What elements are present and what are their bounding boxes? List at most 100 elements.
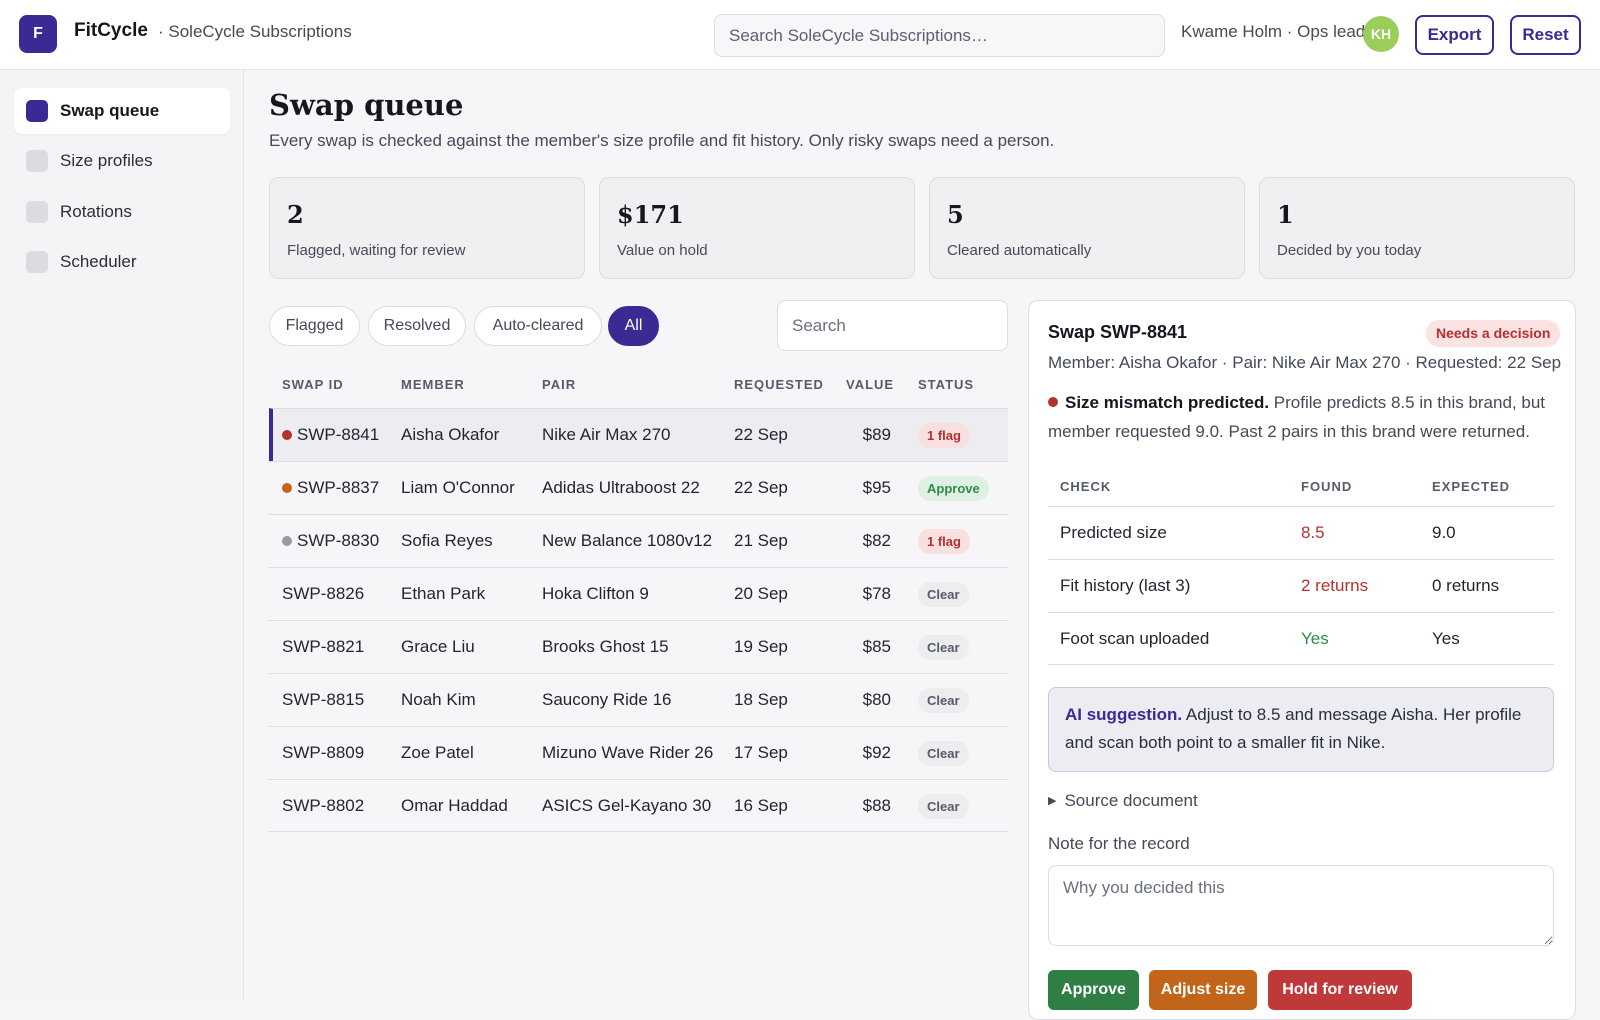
approve-button[interactable]: Approve [1048, 970, 1139, 1010]
filter-resolved[interactable]: Resolved [368, 306, 466, 346]
app-name: FitCycle [74, 20, 148, 41]
detail-title: Swap SWP-8841 [1048, 322, 1188, 342]
check-row: Fit history (last 3) 2 returns 0 returns [1048, 559, 1554, 612]
table-row[interactable]: SWP-8837 Liam O'Connor Adidas Ultraboost 2… [269, 461, 1008, 514]
priority-dot-icon [282, 483, 292, 493]
cell-pair: Mizuno Wave Rider 26 [542, 743, 714, 762]
check-row: Foot scan uploaded Yes Yes [1048, 612, 1554, 665]
stat-value: $171 [617, 200, 684, 229]
status-badge: 1 flag [918, 529, 970, 554]
status-badge: Clear [918, 635, 969, 660]
table-row[interactable]: SWP-8830 Sofia Reyes New Balance 1080v12 21… [269, 514, 1008, 567]
ai-suggestion-title: AI suggestion. [1065, 705, 1183, 724]
cell-requested: 18 Sep [734, 690, 788, 709]
ai-suggestion: AI suggestion. Adjust to 8.5 and message… [1048, 687, 1554, 772]
global-search-input[interactable] [714, 14, 1165, 57]
hold-for-review-button[interactable]: Hold for review [1268, 970, 1412, 1010]
cell-requested: 22 Sep [734, 425, 788, 444]
table-row[interactable]: SWP-8802 Omar Haddad ASICS Gel-Kayano 30 16… [269, 779, 1008, 832]
check-expected: Yes [1432, 629, 1460, 648]
page-title: Swap queue [269, 88, 464, 122]
reset-button[interactable]: Reset [1510, 15, 1581, 55]
user-label: Kwame Holm · Ops lead [1181, 22, 1366, 41]
cell-member: Noah Kim [401, 690, 476, 709]
table-header: SWAP ID MEMBER PAIR REQUESTED VALUE STAT… [269, 372, 1008, 408]
table-row[interactable]: SWP-8841 Aisha Okafor Nike Air Max 270 22 S… [269, 408, 1008, 461]
stat-label: Decided by you today [1277, 242, 1422, 259]
alert-dot-icon [1048, 397, 1058, 407]
swap-queue-icon [26, 100, 48, 122]
cell-value: $95 [862, 478, 891, 497]
column-header[interactable]: MEMBER [401, 377, 465, 392]
cell-member: Aisha Okafor [401, 425, 500, 444]
column-header[interactable]: PAIR [542, 377, 577, 392]
stat-value: 2 [287, 200, 304, 229]
stat-value: 1 [1277, 200, 1294, 229]
table-row[interactable]: SWP-8826 Ethan Park Hoka Clifton 9 20 Sep $7… [269, 567, 1008, 620]
check-name: Foot scan uploaded [1060, 629, 1210, 648]
sidebar-item-rotations[interactable]: Rotations [14, 189, 230, 235]
note-label: Note for the record [1048, 834, 1190, 853]
table-row[interactable]: SWP-8815 Noah Kim Saucony Ride 16 18 Sep $80… [269, 673, 1008, 726]
sidebar: Swap queue Size profiles Rotations Sched… [0, 70, 244, 1000]
alert-body: Profile predicts 8.5 in this brand, but … [1048, 393, 1546, 441]
filter-auto-cleared[interactable]: Auto-cleared [474, 306, 602, 346]
cell-value: $92 [862, 743, 891, 762]
cell-value: $88 [862, 796, 891, 815]
sidebar-item-size-profiles[interactable]: Size profiles [14, 138, 230, 184]
note-field[interactable] [1048, 865, 1554, 946]
alert-title: Size mismatch predicted. [1065, 393, 1270, 412]
check-found: 8.5 [1301, 523, 1325, 542]
cell-pair: Adidas Ultraboost 22 [542, 478, 700, 497]
cell-requested: 16 Sep [734, 796, 788, 815]
scheduler-icon [26, 251, 48, 273]
table-search-input[interactable] [777, 300, 1008, 351]
cell-id: SWP-8830 [297, 531, 380, 550]
column-header[interactable]: VALUE [846, 377, 895, 392]
top-bar: F FitCycle · SoleCycle Subscriptions Kwa… [0, 0, 1600, 70]
avatar[interactable]: KH [1363, 16, 1399, 52]
status-badge: Approve [918, 476, 989, 501]
adjust-size-button[interactable]: Adjust size [1149, 970, 1257, 1010]
cell-member: Ethan Park [401, 584, 486, 603]
sidebar-item-scheduler[interactable]: Scheduler [14, 239, 230, 285]
status-badge: Clear [918, 794, 969, 819]
priority-dot-icon [282, 536, 292, 546]
cell-value: $80 [862, 690, 891, 709]
source-document-label: Source document [1064, 791, 1198, 810]
cell-member: Omar Haddad [401, 796, 508, 815]
detail-panel: Swap SWP-8841 Needs a decision Member: A… [1028, 300, 1576, 1020]
cell-value: $78 [862, 584, 891, 603]
stat-card-decided: 1 Decided by you today [1259, 177, 1575, 279]
cell-pair: Brooks Ghost 15 [542, 637, 669, 656]
table-row[interactable]: SWP-8809 Zoe Patel Mizuno Wave Rider 26 17 … [269, 726, 1008, 779]
cell-value: $89 [862, 425, 891, 444]
table-row[interactable]: SWP-8821 Grace Liu Brooks Ghost 15 19 Sep $8… [269, 620, 1008, 673]
column-header[interactable]: REQUESTED [734, 377, 824, 392]
check-name: Predicted size [1060, 523, 1167, 542]
sidebar-item-swap-queue[interactable]: Swap queue [14, 88, 230, 134]
sidebar-item-label: Size profiles [60, 151, 153, 170]
filter-all[interactable]: All [608, 306, 659, 346]
detail-meta: Member: Aisha Okafor · Pair: Nike Air Ma… [1048, 353, 1562, 372]
export-button[interactable]: Export [1415, 15, 1494, 55]
cell-pair: ASICS Gel-Kayano 30 [542, 796, 712, 815]
cell-member: Zoe Patel [401, 743, 474, 762]
column-header[interactable]: SWAP ID [282, 377, 344, 392]
filter-flagged[interactable]: Flagged [269, 306, 360, 346]
column-header[interactable]: STATUS [918, 377, 975, 392]
cell-id: SWP-8802 [282, 796, 365, 815]
stat-card-cleared: 5 Cleared automatically [929, 177, 1245, 279]
stat-value: 5 [947, 200, 964, 229]
app-subtitle: · SoleCycle Subscriptions [158, 22, 352, 41]
sidebar-item-label: Swap queue [60, 101, 160, 120]
cell-requested: 22 Sep [734, 478, 788, 497]
cell-id: SWP-8821 [282, 637, 365, 656]
check-expected: 9.0 [1432, 523, 1456, 542]
cell-pair: Hoka Clifton 9 [542, 584, 649, 603]
status-badge: Clear [918, 688, 969, 713]
app-logo[interactable]: F [19, 15, 57, 53]
source-document-toggle[interactable]: ▶ Source document [1048, 791, 1198, 811]
status-badge: Needs a decision [1426, 320, 1561, 347]
status-badge: Clear [918, 582, 969, 607]
